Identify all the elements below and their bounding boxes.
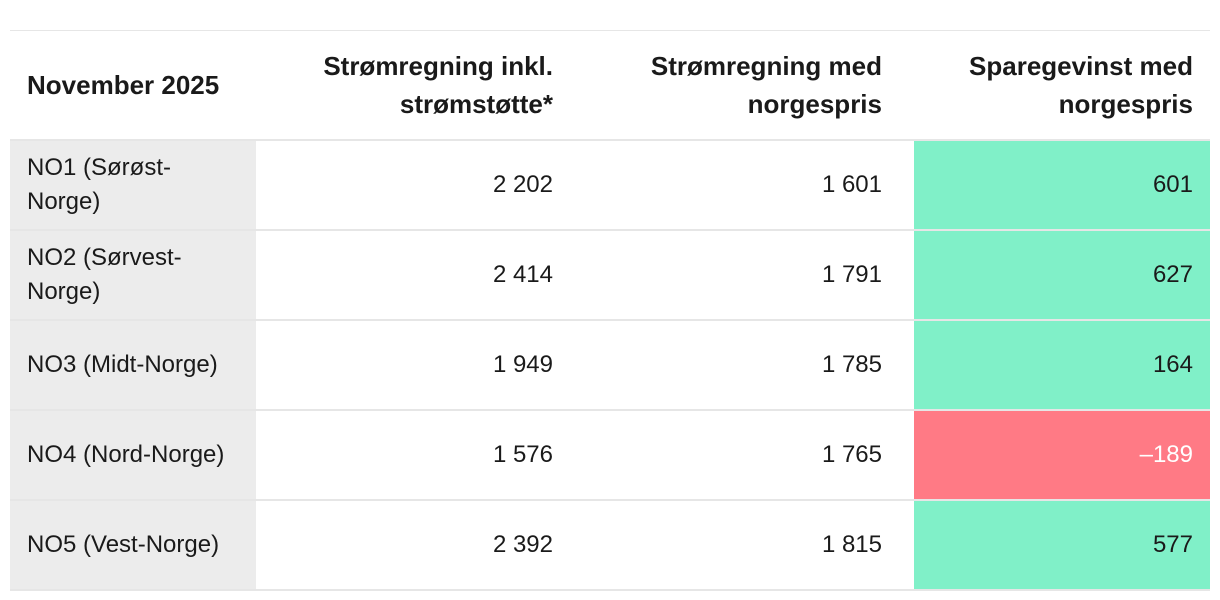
value-cell: 2 392 <box>256 499 580 591</box>
value-cell: 1 791 <box>580 229 914 321</box>
value-cell: 2 202 <box>256 139 580 231</box>
region-cell: NO4 (Nord-Norge) <box>10 409 256 501</box>
table-body: NO1 (Sørøst-Norge) 2 202 1 601 601 NO2 (Sørv… <box>10 139 1210 591</box>
value-cell: 1 576 <box>256 409 580 501</box>
table-row: NO5 (Vest-Norge) 2 392 1 815 577 <box>10 499 1210 591</box>
value-cell: 1 601 <box>580 139 914 231</box>
value-cell: 1 949 <box>256 319 580 411</box>
value-cell: 1 815 <box>580 499 914 591</box>
table-row: NO2 (Sørvest-Norge) 2 414 1 791 627 <box>10 229 1210 321</box>
table-header: November 2025 Strømregning inkl. strømstø… <box>10 30 1210 141</box>
table-row: NO1 (Sørøst-Norge) 2 202 1 601 601 <box>10 139 1210 231</box>
value-cell: 1 785 <box>580 319 914 411</box>
value-cell: 2 414 <box>256 229 580 321</box>
region-cell: NO3 (Midt-Norge) <box>10 319 256 411</box>
value-cell: –189 <box>914 409 1210 501</box>
value-cell: 1 765 <box>580 409 914 501</box>
region-cell: NO5 (Vest-Norge) <box>10 499 256 591</box>
region-cell: NO1 (Sørøst-Norge) <box>10 139 256 231</box>
price-table: November 2025 Strømregning inkl. strømstø… <box>10 30 1210 591</box>
header-row: November 2025 Strømregning inkl. strømstø… <box>10 30 1210 141</box>
value-cell: 164 <box>914 319 1210 411</box>
value-cell: 601 <box>914 139 1210 231</box>
header-cell: November 2025 <box>10 30 256 141</box>
table-row: NO4 (Nord-Norge) 1 576 1 765 –189 <box>10 409 1210 501</box>
value-cell: 577 <box>914 499 1210 591</box>
region-cell: NO2 (Sørvest-Norge) <box>10 229 256 321</box>
table-row: NO3 (Midt-Norge) 1 949 1 785 164 <box>10 319 1210 411</box>
header-cell: Strømregning med norgespris <box>580 30 914 141</box>
header-cell: Sparegevinst med norgespris <box>914 30 1210 141</box>
header-cell: Strømregning inkl. strømstøtte* <box>256 30 580 141</box>
value-cell: 627 <box>914 229 1210 321</box>
